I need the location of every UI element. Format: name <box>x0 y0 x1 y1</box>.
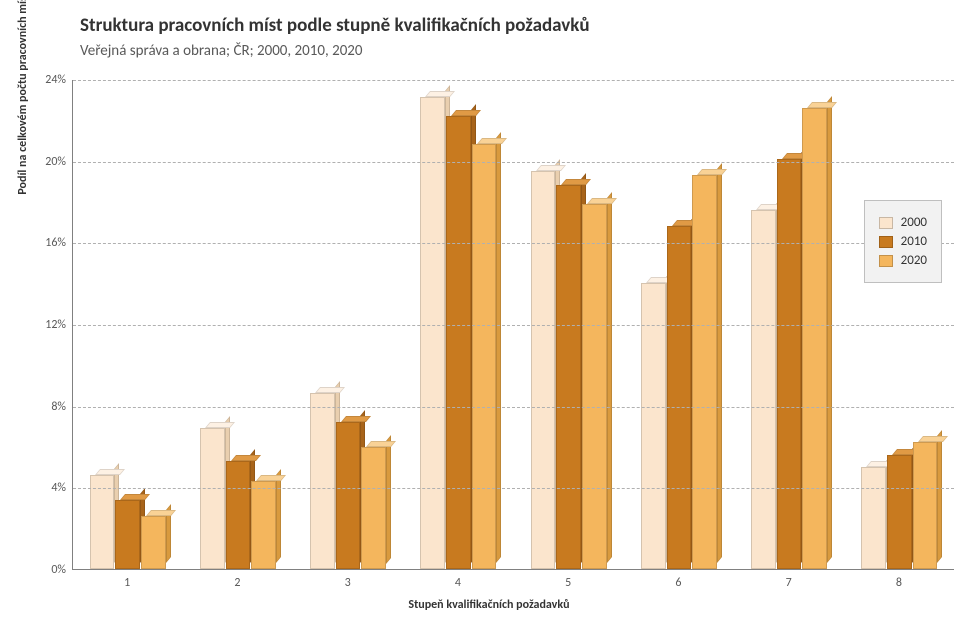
bar <box>115 500 140 569</box>
bar-front <box>472 144 497 569</box>
bar-side <box>827 96 832 563</box>
legend-item: 2020 <box>879 253 927 268</box>
bar-front <box>861 467 886 569</box>
bar-front <box>802 108 827 569</box>
bar <box>420 97 445 569</box>
bar-front <box>200 428 225 569</box>
y-tick-label: 24% <box>26 73 66 87</box>
gridline <box>73 407 954 408</box>
bar-front <box>641 283 666 569</box>
bar-front <box>336 422 361 569</box>
bar-front <box>751 210 776 569</box>
y-tick-label: 12% <box>26 318 66 332</box>
chart-subtitle: Veřejná správa a obrana; ČR; 2000, 2010,… <box>80 42 363 60</box>
bar <box>667 226 692 569</box>
gridline <box>73 488 954 489</box>
y-tick-label: 16% <box>26 236 66 250</box>
bar-side <box>937 430 942 563</box>
gridline <box>73 162 954 163</box>
bar <box>777 159 802 569</box>
bar <box>336 422 361 569</box>
bar <box>751 210 776 569</box>
bar-front <box>226 461 251 569</box>
plot-area <box>72 80 954 570</box>
x-axis-label: Stupeň kvalifikačních požadavků <box>0 598 978 612</box>
bar-front <box>361 447 386 570</box>
bar-side <box>496 132 501 563</box>
bar <box>472 144 497 569</box>
bar-front <box>115 500 140 569</box>
legend: 2000 2010 2020 <box>864 200 942 283</box>
bar-front <box>777 159 802 569</box>
bar-front <box>913 442 938 569</box>
bar-front <box>251 481 276 569</box>
bar <box>141 516 166 569</box>
bar <box>361 447 386 570</box>
bar-side <box>717 163 722 563</box>
bar-front <box>310 393 335 569</box>
bar-front <box>141 516 166 569</box>
bar <box>226 461 251 569</box>
chart-container: Struktura pracovních míst podle stupně k… <box>0 0 978 633</box>
bar-side <box>386 435 391 563</box>
bar-side <box>607 192 612 563</box>
legend-swatch <box>879 236 893 248</box>
gridline <box>73 80 954 81</box>
legend-item: 2000 <box>879 215 927 230</box>
x-tick-label: 7 <box>786 576 792 590</box>
bar-front <box>420 97 445 569</box>
bar <box>582 204 607 569</box>
bar-front <box>531 171 556 569</box>
gridline <box>73 325 954 326</box>
bar <box>200 428 225 569</box>
bar <box>802 108 827 569</box>
bar <box>310 393 335 569</box>
bar <box>692 175 717 569</box>
bar <box>641 283 666 569</box>
legend-label: 2020 <box>901 253 927 268</box>
bar-front <box>582 204 607 569</box>
y-tick-label: 8% <box>26 400 66 414</box>
chart-title: Struktura pracovních míst podle stupně k… <box>80 14 590 37</box>
x-tick-label: 5 <box>565 576 571 590</box>
legend-item: 2010 <box>879 234 927 249</box>
x-tick-label: 6 <box>675 576 681 590</box>
bar-front <box>446 116 471 569</box>
y-tick-label: 4% <box>26 481 66 495</box>
gridline <box>73 243 954 244</box>
x-tick-label: 1 <box>124 576 130 590</box>
legend-label: 2000 <box>901 215 927 230</box>
x-tick-label: 3 <box>345 576 351 590</box>
bar-front <box>887 455 912 569</box>
bar <box>861 467 886 569</box>
bar <box>531 171 556 569</box>
legend-swatch <box>879 217 893 229</box>
bar-front <box>692 175 717 569</box>
x-tick-label: 8 <box>896 576 902 590</box>
y-tick-label: 20% <box>26 155 66 169</box>
bar <box>446 116 471 569</box>
legend-label: 2010 <box>901 234 927 249</box>
legend-swatch <box>879 255 893 267</box>
x-tick-label: 4 <box>455 576 461 590</box>
y-tick-label: 0% <box>26 563 66 577</box>
bar <box>913 442 938 569</box>
bar-front <box>667 226 692 569</box>
x-tick-label: 2 <box>234 576 240 590</box>
bar <box>887 455 912 569</box>
bar <box>251 481 276 569</box>
bar-side <box>276 469 281 563</box>
